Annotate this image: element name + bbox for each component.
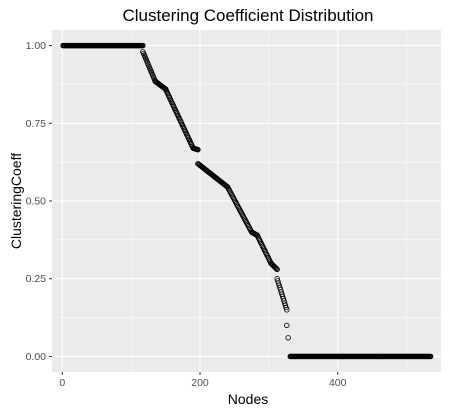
data-point xyxy=(284,307,290,313)
data-point xyxy=(284,322,290,329)
x-axis-label: Nodes xyxy=(228,391,268,407)
data-point xyxy=(140,42,146,49)
x-tick-label: 400 xyxy=(329,377,347,389)
y-axis-label: ClusteringCoeff xyxy=(8,153,24,249)
data-point xyxy=(283,304,289,311)
y-tick-label: 0.25 xyxy=(26,273,47,285)
chart-title: Clustering Coefficient Distribution xyxy=(122,6,373,25)
data-point xyxy=(195,146,201,153)
y-tick-label: 0.50 xyxy=(26,196,47,208)
data-point xyxy=(273,265,279,271)
data-point xyxy=(273,266,280,272)
data-point xyxy=(274,266,280,273)
data-point xyxy=(285,335,291,341)
y-tick-label: 0.75 xyxy=(26,118,47,130)
x-tick-label: 0 xyxy=(59,377,65,389)
y-tick-label: 1.00 xyxy=(26,40,47,52)
y-tick-label: 0.00 xyxy=(26,351,47,363)
x-tick-label: 200 xyxy=(191,377,209,389)
data-point xyxy=(427,353,434,360)
